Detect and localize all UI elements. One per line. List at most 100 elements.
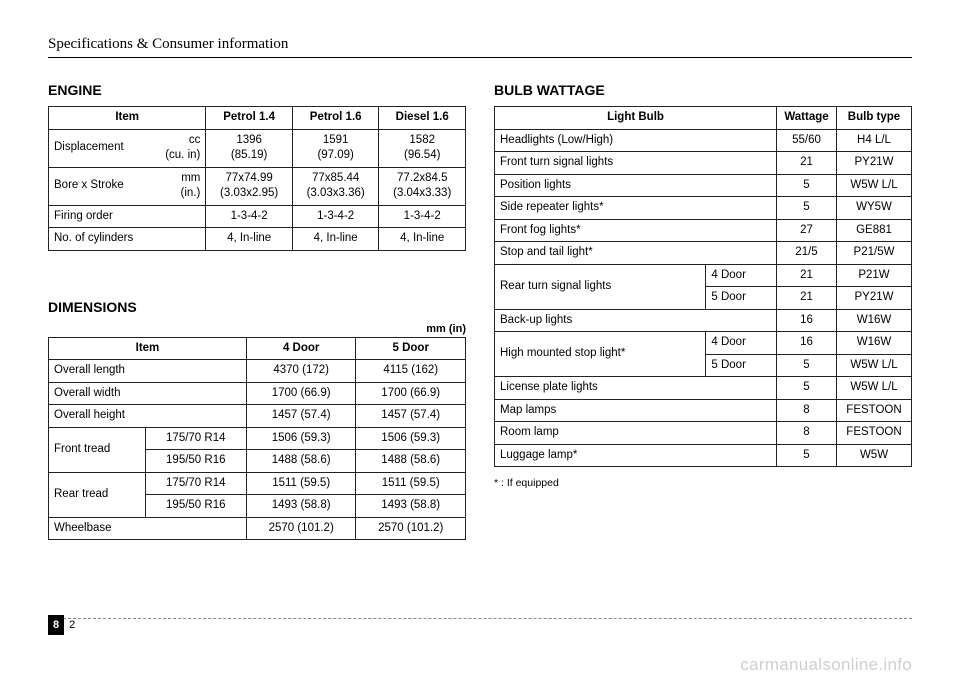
table-cell: Headlights (Low/High) xyxy=(495,129,777,152)
table-cell: 1493 (58.8) xyxy=(246,495,356,518)
dim-col-item: Item xyxy=(49,337,247,360)
table-cell: 1582 (96.54) xyxy=(379,129,466,167)
table-cell: 5 Door xyxy=(706,354,777,377)
table-cell: 55/60 xyxy=(777,129,837,152)
engine-col-p16: Petrol 1.6 xyxy=(292,107,379,130)
table-cell: Overall height xyxy=(49,405,247,428)
table-cell: 1506 (59.3) xyxy=(356,427,466,450)
table-cell: 4, In-line xyxy=(292,228,379,251)
table-cell: FESTOON xyxy=(837,422,912,445)
table-cell: Wheelbase xyxy=(49,517,247,540)
table-cell: Bore x Stroke xyxy=(49,167,149,205)
table-cell: 2570 (101.2) xyxy=(356,517,466,540)
table-cell: W5W L/L xyxy=(837,377,912,400)
table-cell: 77x74.99 (3.03x2.95) xyxy=(206,167,293,205)
table-cell: Stop and tail light* xyxy=(495,242,777,265)
table-cell: 1-3-4-2 xyxy=(379,205,466,228)
table-cell: 175/70 R14 xyxy=(145,472,246,495)
table-cell: W5W L/L xyxy=(837,354,912,377)
table-cell: 1506 (59.3) xyxy=(246,427,356,450)
table-cell: H4 L/L xyxy=(837,129,912,152)
table-cell: High mounted stop light* xyxy=(495,332,706,377)
table-cell: 5 xyxy=(777,197,837,220)
table-cell: GE881 xyxy=(837,219,912,242)
table-cell: PY21W xyxy=(837,287,912,310)
table-cell: 1-3-4-2 xyxy=(292,205,379,228)
table-cell: 21/5 xyxy=(777,242,837,265)
dimensions-unit-note: mm (in) xyxy=(48,323,466,335)
table-cell: 1511 (59.5) xyxy=(246,472,356,495)
table-cell: 1396 (85.19) xyxy=(206,129,293,167)
table-cell: 77x85.44 (3.03x3.36) xyxy=(292,167,379,205)
table-cell: 8 xyxy=(777,422,837,445)
table-cell: Room lamp xyxy=(495,422,777,445)
table-cell: 1457 (57.4) xyxy=(246,405,356,428)
page-header: Specifications & Consumer information xyxy=(48,36,912,58)
table-cell: 5 xyxy=(777,174,837,197)
table-cell: 2570 (101.2) xyxy=(246,517,356,540)
table-cell: Front tread xyxy=(49,427,146,472)
page-number: 2 xyxy=(64,615,80,635)
watermark-text: carmanualsonline.info xyxy=(740,655,912,675)
table-cell: cc (cu. in) xyxy=(149,129,206,167)
bulb-table: Light Bulb Wattage Bulb type Headlights … xyxy=(494,106,912,467)
table-cell: Firing order xyxy=(49,205,206,228)
table-cell: Displacement xyxy=(49,129,149,167)
table-cell: Front turn signal lights xyxy=(495,152,777,175)
table-cell: 27 xyxy=(777,219,837,242)
table-cell: P21/5W xyxy=(837,242,912,265)
table-cell: 21 xyxy=(777,287,837,310)
engine-table: Item Petrol 1.4 Petrol 1.6 Diesel 1.6 Di… xyxy=(48,106,466,251)
table-cell: 1700 (66.9) xyxy=(246,382,356,405)
table-cell: 1457 (57.4) xyxy=(356,405,466,428)
table-cell: W16W xyxy=(837,332,912,355)
table-cell: 1493 (58.8) xyxy=(356,495,466,518)
table-cell: Overall width xyxy=(49,382,247,405)
table-cell: 4 Door xyxy=(706,332,777,355)
table-cell: 4115 (162) xyxy=(356,360,466,383)
table-cell: 5 Door xyxy=(706,287,777,310)
bulb-col-type: Bulb type xyxy=(837,107,912,130)
table-cell: 16 xyxy=(777,332,837,355)
table-cell: 16 xyxy=(777,309,837,332)
table-cell: P21W xyxy=(837,264,912,287)
dimensions-heading: DIMENSIONS xyxy=(48,299,466,315)
table-cell: W5W xyxy=(837,444,912,467)
table-cell: Front fog lights* xyxy=(495,219,777,242)
title-underline xyxy=(48,57,912,58)
table-cell: Rear turn signal lights xyxy=(495,264,706,309)
table-cell: Luggage lamp* xyxy=(495,444,777,467)
engine-col-p14: Petrol 1.4 xyxy=(206,107,293,130)
table-cell: 1488 (58.6) xyxy=(356,450,466,473)
table-cell: 1-3-4-2 xyxy=(206,205,293,228)
table-cell: Side repeater lights* xyxy=(495,197,777,220)
table-cell: PY21W xyxy=(837,152,912,175)
dim-col-5d: 5 Door xyxy=(356,337,466,360)
table-cell: 195/50 R16 xyxy=(145,495,246,518)
table-cell: Position lights xyxy=(495,174,777,197)
table-cell: 1591 (97.09) xyxy=(292,129,379,167)
left-column: ENGINE Item Petrol 1.4 Petrol 1.6 Diesel… xyxy=(48,76,466,540)
table-cell: 5 xyxy=(777,444,837,467)
table-cell: 1511 (59.5) xyxy=(356,472,466,495)
table-cell: W5W L/L xyxy=(837,174,912,197)
table-cell: FESTOON xyxy=(837,399,912,422)
engine-heading: ENGINE xyxy=(48,82,466,98)
bulb-col-light: Light Bulb xyxy=(495,107,777,130)
table-cell: 4370 (172) xyxy=(246,360,356,383)
table-cell: 21 xyxy=(777,152,837,175)
table-cell: No. of cylinders xyxy=(49,228,206,251)
table-cell: Map lamps xyxy=(495,399,777,422)
table-cell: Overall length xyxy=(49,360,247,383)
table-cell: 5 xyxy=(777,354,837,377)
table-cell: 195/50 R16 xyxy=(145,450,246,473)
bulb-col-watt: Wattage xyxy=(777,107,837,130)
dimensions-table: Item 4 Door 5 Door Overall length 4370 (… xyxy=(48,337,466,541)
dim-col-4d: 4 Door xyxy=(246,337,356,360)
table-cell: mm (in.) xyxy=(149,167,206,205)
bulb-footnote: * : If equipped xyxy=(494,477,912,489)
table-cell: 21 xyxy=(777,264,837,287)
table-cell: 175/70 R14 xyxy=(145,427,246,450)
right-column: BULB WATTAGE Light Bulb Wattage Bulb typ… xyxy=(494,76,912,540)
table-cell: 5 xyxy=(777,377,837,400)
